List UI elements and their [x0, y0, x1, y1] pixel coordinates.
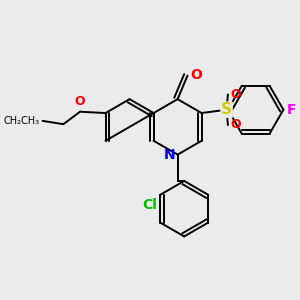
Text: O: O	[190, 68, 202, 82]
Text: O: O	[230, 118, 241, 131]
Text: CH₂CH₃: CH₂CH₃	[4, 116, 40, 126]
Text: O: O	[230, 88, 241, 101]
Text: Cl: Cl	[143, 198, 158, 212]
Text: O: O	[75, 95, 86, 108]
Text: S: S	[221, 102, 232, 117]
Text: F: F	[287, 103, 296, 117]
Text: N: N	[163, 148, 175, 162]
